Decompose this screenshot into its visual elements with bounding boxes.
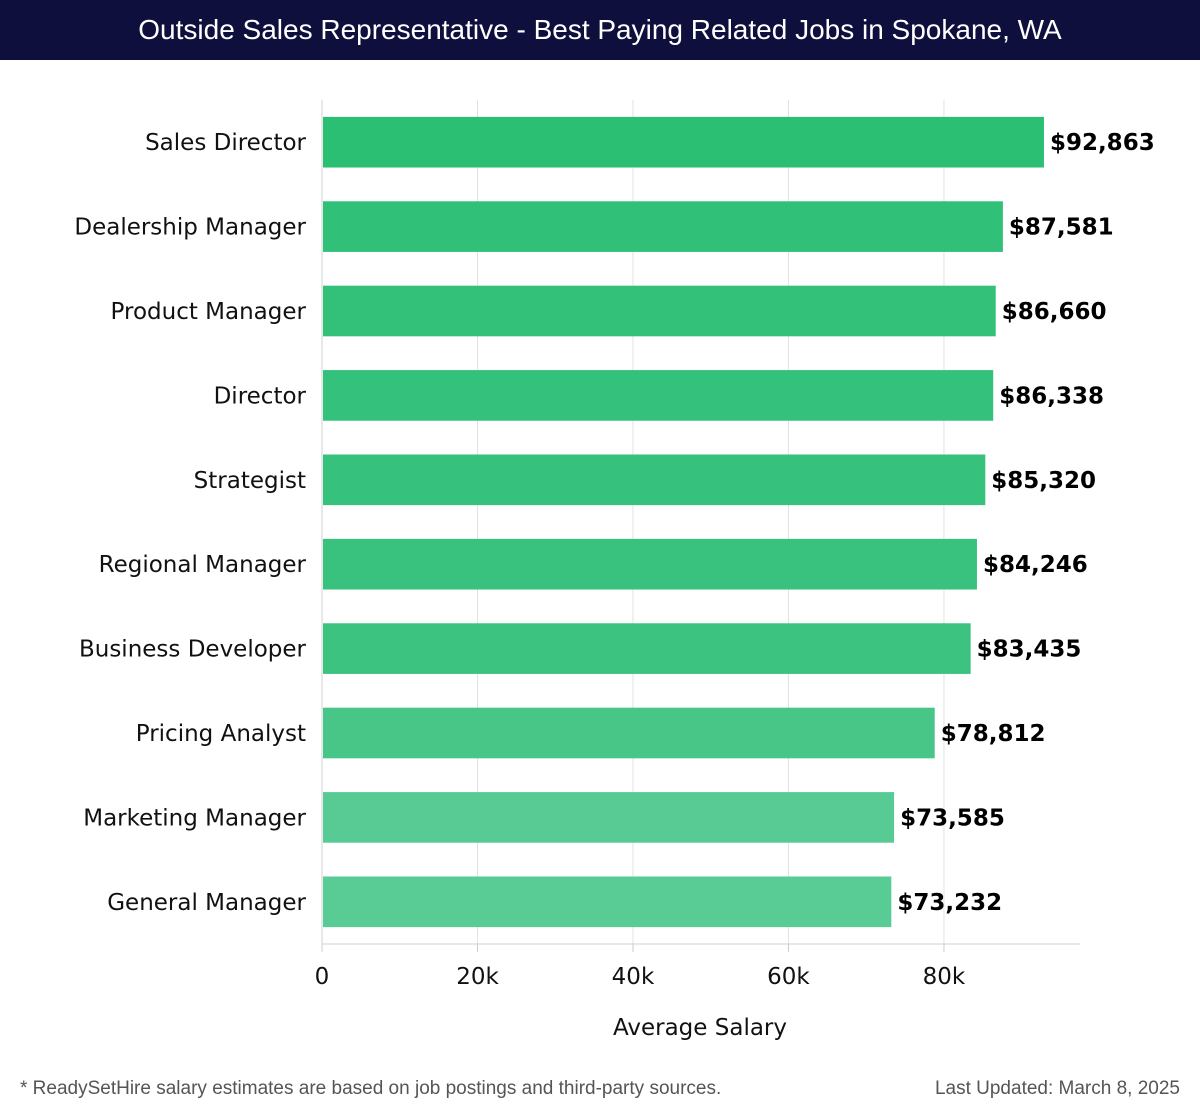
value-label: $84,246 <box>983 552 1088 578</box>
value-label: $83,435 <box>977 637 1082 663</box>
value-label: $87,581 <box>1009 215 1114 241</box>
x-tick-label: 80k <box>923 964 966 990</box>
bar <box>323 285 996 337</box>
category-label: Director <box>214 383 307 409</box>
x-axis-title: Average Salary <box>613 1015 787 1041</box>
chart-title: Outside Sales Representative - Best Payi… <box>0 0 1200 60</box>
x-tick-label: 60k <box>767 964 810 990</box>
footer-note: * ReadySetHire salary estimates are base… <box>20 1078 722 1099</box>
bars: Sales Director $92,863 Dealership Manager $… <box>74 116 1155 928</box>
category-label: General Manager <box>107 890 306 916</box>
value-label: $73,232 <box>897 890 1002 916</box>
category-label: Business Developer <box>79 637 307 663</box>
value-label: $78,812 <box>941 721 1046 747</box>
bar <box>323 370 994 421</box>
x-tick-label: 20k <box>456 964 499 990</box>
value-label: $73,585 <box>900 805 1005 831</box>
value-label: $85,320 <box>991 468 1096 494</box>
bar <box>323 623 971 674</box>
bar <box>323 876 892 928</box>
category-label: Pricing Analyst <box>136 721 306 747</box>
category-label: Sales Director <box>145 130 306 156</box>
value-label: $86,338 <box>999 383 1104 409</box>
bar <box>323 707 935 759</box>
category-label: Dealership Manager <box>74 215 306 241</box>
last-updated: Last Updated: March 8, 2025 <box>934 1078 1180 1099</box>
value-label: $92,863 <box>1050 130 1155 156</box>
bar <box>323 116 1044 168</box>
value-label: $86,660 <box>1002 299 1107 325</box>
category-label: Marketing Manager <box>83 805 306 831</box>
bar <box>323 792 895 843</box>
bar-chart: Sales Director $92,863 Dealership Manager $… <box>74 100 1155 1041</box>
bar <box>323 201 1003 252</box>
x-tick-label: 40k <box>612 964 655 990</box>
x-tick-label: 0 <box>315 964 330 990</box>
bar <box>323 538 977 590</box>
category-label: Strategist <box>194 468 306 494</box>
category-label: Product Manager <box>111 299 307 325</box>
category-label: Regional Manager <box>99 552 307 578</box>
bar <box>323 454 986 506</box>
x-axis: 0 20k 40k 60k 80k <box>315 100 1080 990</box>
